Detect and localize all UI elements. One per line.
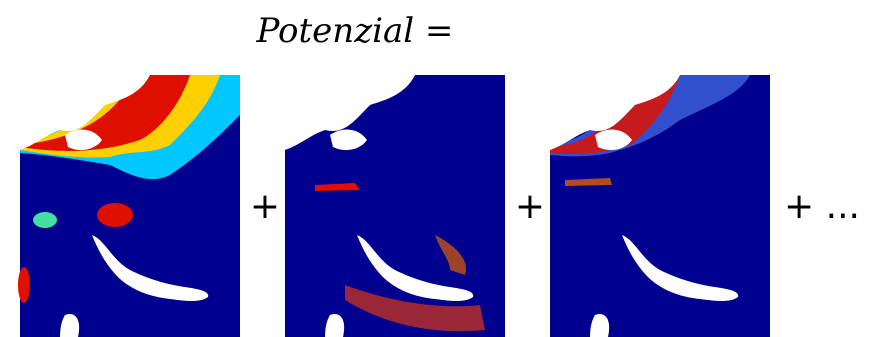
title: Potenzial = — [256, 11, 454, 51]
heat-zone — [97, 203, 133, 227]
page: Potenzial = + + + ... (() => { const dat… — [0, 0, 874, 337]
operator: + ... — [784, 186, 860, 227]
map-1 — [18, 75, 240, 337]
heat-zone — [33, 212, 57, 228]
map-3 — [550, 75, 770, 337]
diagram: Potenzial = + + + ... — [0, 0, 874, 337]
heat-zone — [18, 267, 30, 303]
operator: + — [250, 186, 280, 227]
map-2 — [285, 75, 505, 337]
operator: + — [515, 186, 545, 227]
